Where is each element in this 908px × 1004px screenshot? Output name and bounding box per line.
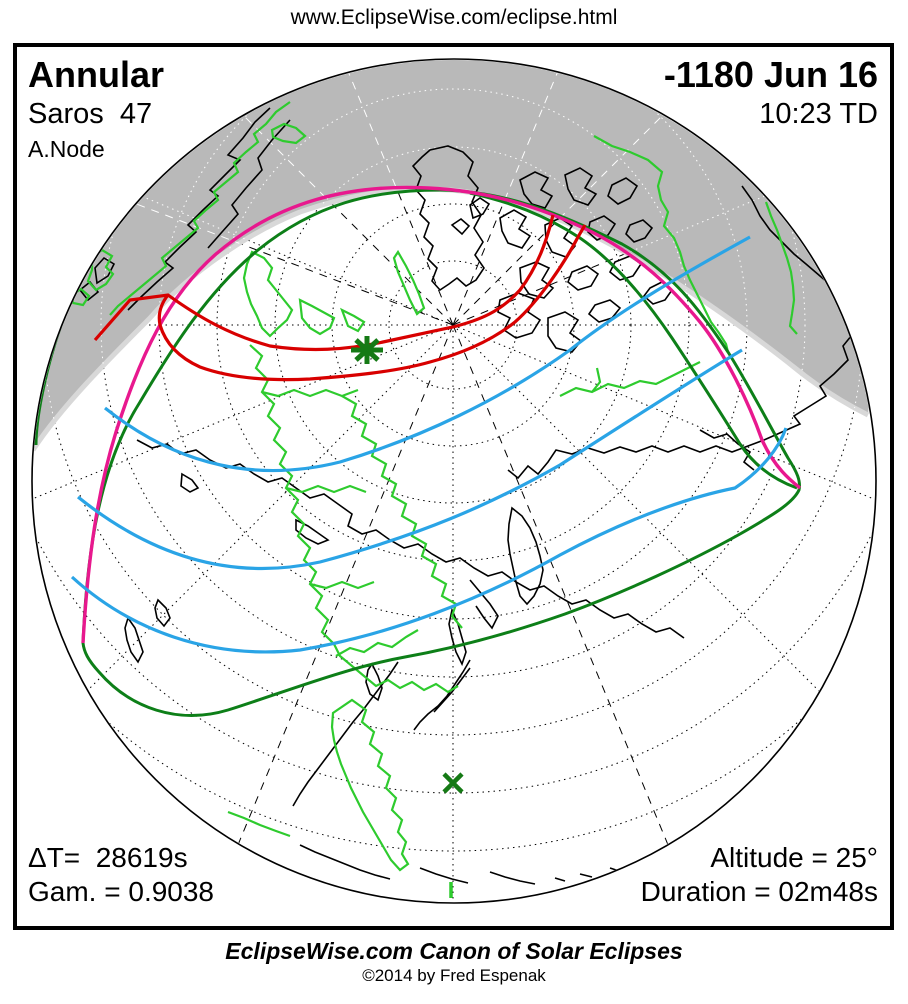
- subsolar-point-marker: [442, 772, 464, 794]
- greatest-eclipse-marker: [351, 336, 383, 364]
- max-eclipse-curves: [70, 235, 788, 654]
- annular-path-north-limit: [93, 214, 555, 352]
- page-url: www.EclipseWise.com/eclipse.html: [290, 6, 618, 29]
- delta-t-label: ΔT= 28619s: [28, 842, 188, 873]
- eclipse-date-label: -1180 Jun 16: [663, 54, 878, 95]
- penumbra-visibility-loop: [81, 188, 801, 717]
- eclipse-time-label: 10:23 TD: [759, 98, 878, 130]
- saros-label: Saros 47: [28, 98, 153, 130]
- eclipse-type-label: Annular: [28, 54, 165, 95]
- altitude-label: Altitude = 25°: [710, 842, 878, 873]
- annular-path: [93, 214, 587, 382]
- duration-label: Duration = 02m48s: [640, 876, 878, 907]
- annular-path-south-limit: [157, 224, 587, 382]
- node-label: A.Node: [28, 136, 105, 162]
- footer-title: EclipseWise.com Canon of Solar Eclipses: [225, 938, 683, 964]
- coastlines-green: [70, 101, 798, 872]
- sunset-inner-curve: [469, 191, 798, 490]
- gamma-label: Gam. = 0.9038: [28, 876, 215, 907]
- globe-outline: [31, 58, 877, 904]
- footer-copyright: ©2014 by Fred Espenak: [362, 966, 546, 985]
- penumbral-limit-curve: [81, 185, 802, 644]
